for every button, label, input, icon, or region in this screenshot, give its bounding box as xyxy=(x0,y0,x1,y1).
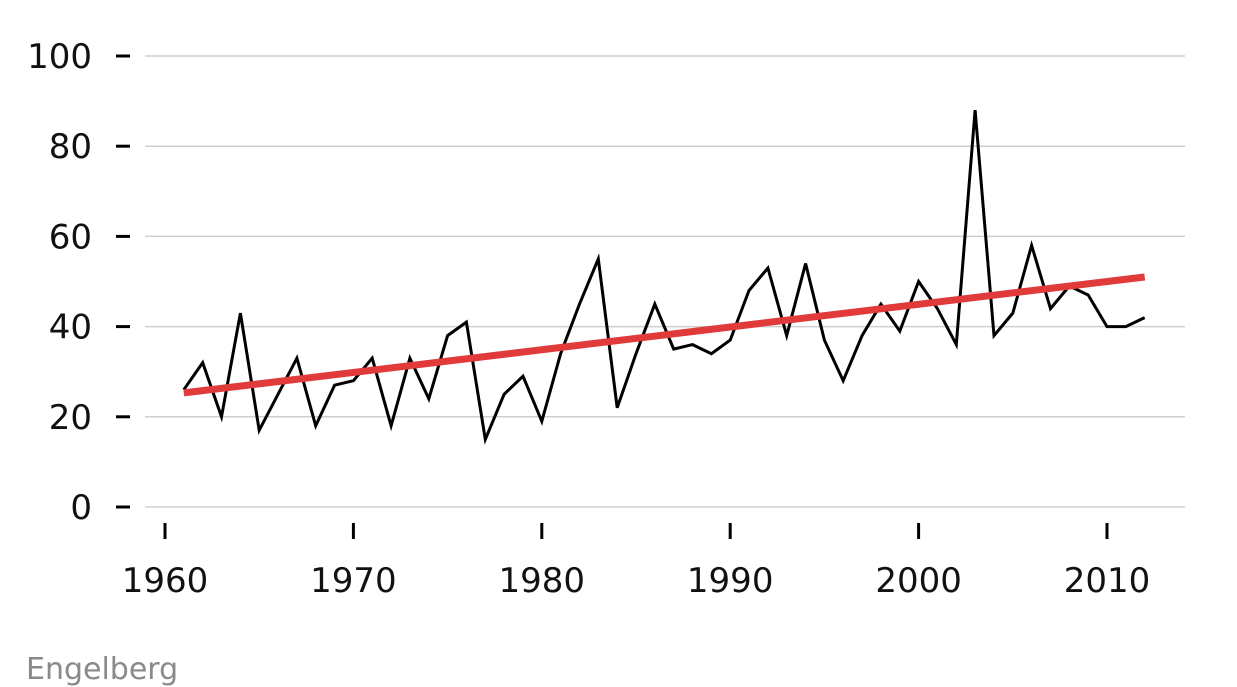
y-tick-label-100: 100 xyxy=(27,37,92,77)
y-tick-label-60: 60 xyxy=(49,217,92,257)
y-tick-label-80: 80 xyxy=(49,127,92,167)
y-axis: 0 20 40 60 80 100 xyxy=(27,37,130,528)
gridlines xyxy=(145,55,1185,508)
x-tick-label-2000: 2000 xyxy=(875,561,962,601)
y-tick-label-0: 0 xyxy=(70,488,92,528)
trend-line xyxy=(183,273,1146,397)
station-caption: Engelberg xyxy=(26,652,179,687)
x-tick-label-1990: 1990 xyxy=(687,561,774,601)
x-tick-label-1980: 1980 xyxy=(499,561,586,601)
x-tick-label-2010: 2010 xyxy=(1064,561,1151,601)
y-tick-label-40: 40 xyxy=(49,308,92,348)
annual-series-line xyxy=(182,109,1146,445)
series-layer xyxy=(182,109,1146,445)
x-tick-label-1970: 1970 xyxy=(310,561,397,601)
x-axis: 1960 1970 1980 1990 2000 2010 xyxy=(122,523,1151,601)
x-tick-label-1960: 1960 xyxy=(122,561,209,601)
y-tick-label-20: 20 xyxy=(49,398,92,438)
